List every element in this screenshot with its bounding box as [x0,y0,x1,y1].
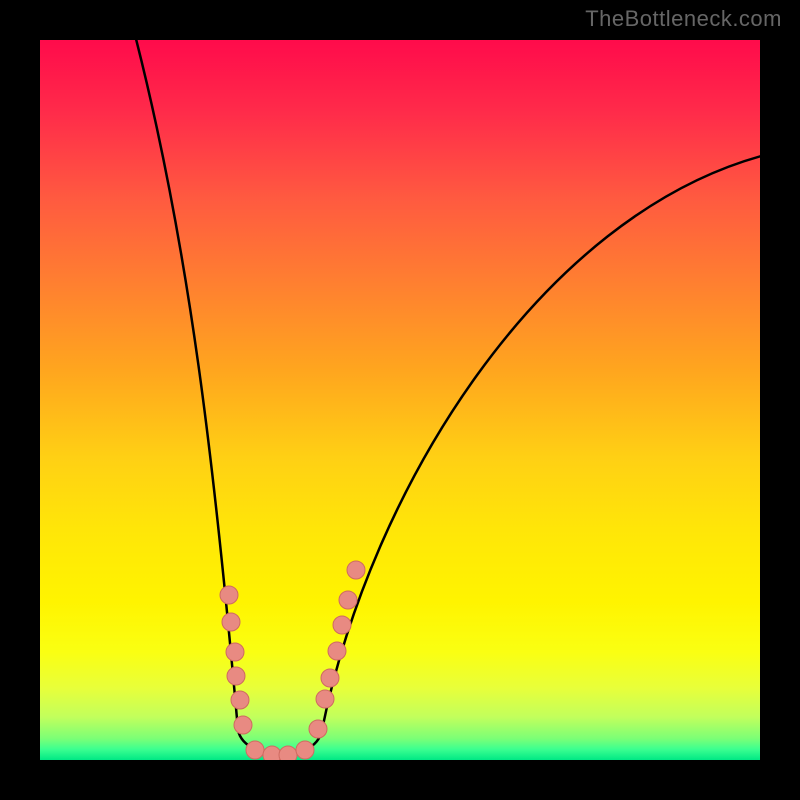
curve-marker [321,669,339,687]
watermark-text: TheBottleneck.com [585,6,782,32]
curve-marker [227,667,245,685]
curve-marker [328,642,346,660]
curve-marker [333,616,351,634]
curve-marker [234,716,252,734]
curve-marker [246,741,264,759]
curve-marker [226,643,244,661]
curve-marker [347,561,365,579]
plot-svg [40,40,760,760]
curve-marker [222,613,240,631]
curve-marker [309,720,327,738]
curve-marker [279,746,297,760]
curve-marker [220,586,238,604]
chart-frame: TheBottleneck.com [0,0,800,800]
curve-marker [316,690,334,708]
plot-area [40,40,760,760]
curve-marker [263,746,281,760]
curve-marker [231,691,249,709]
curve-marker [339,591,357,609]
gradient-background [40,40,760,760]
curve-marker [296,741,314,759]
